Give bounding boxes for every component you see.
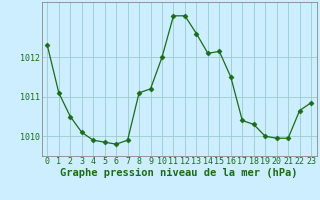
X-axis label: Graphe pression niveau de la mer (hPa): Graphe pression niveau de la mer (hPa)	[60, 168, 298, 178]
